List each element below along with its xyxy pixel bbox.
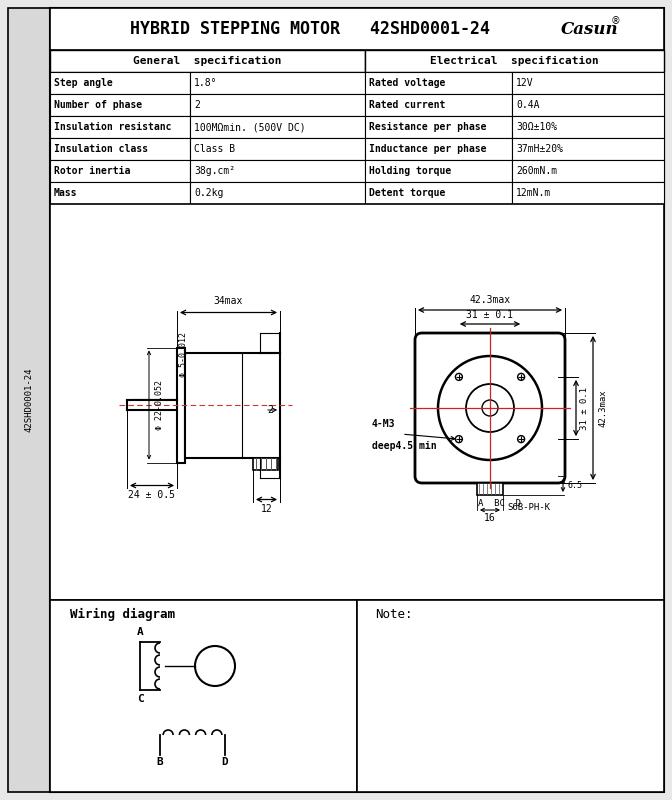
Bar bbox=[512, 94, 664, 116]
Bar bbox=[477, 483, 503, 495]
Bar bbox=[50, 138, 190, 160]
Text: 24 ± 0.5: 24 ± 0.5 bbox=[128, 490, 175, 501]
Text: 2: 2 bbox=[194, 100, 200, 110]
Text: 30Ω±10%: 30Ω±10% bbox=[516, 122, 557, 132]
Text: 0.2kg: 0.2kg bbox=[194, 188, 223, 198]
Text: ®: ® bbox=[611, 16, 621, 26]
Bar bbox=[50, 600, 357, 792]
Text: Φ 22-0.052: Φ 22-0.052 bbox=[155, 380, 163, 430]
Text: Detent torque: Detent torque bbox=[369, 188, 446, 198]
Bar bbox=[190, 72, 365, 94]
Bar bbox=[357, 600, 664, 792]
Bar bbox=[185, 353, 280, 458]
Bar bbox=[177, 347, 185, 462]
Bar bbox=[190, 94, 365, 116]
Bar bbox=[365, 138, 512, 160]
Bar bbox=[50, 50, 365, 72]
Bar bbox=[190, 116, 365, 138]
Text: 42SHD0001-24: 42SHD0001-24 bbox=[24, 368, 34, 432]
Bar bbox=[50, 94, 190, 116]
Bar bbox=[365, 94, 512, 116]
Text: 34max: 34max bbox=[214, 297, 243, 306]
Text: Number of phase: Number of phase bbox=[54, 100, 142, 110]
Text: B: B bbox=[157, 757, 163, 767]
Bar bbox=[50, 116, 190, 138]
Text: HYBRID STEPPING MOTOR   42SHD0001-24: HYBRID STEPPING MOTOR 42SHD0001-24 bbox=[130, 20, 490, 38]
Bar bbox=[365, 72, 512, 94]
Text: Rotor inertia: Rotor inertia bbox=[54, 166, 130, 176]
Text: Insulation resistanc: Insulation resistanc bbox=[54, 122, 171, 132]
Text: Step angle: Step angle bbox=[54, 78, 113, 88]
Text: Class B: Class B bbox=[194, 144, 235, 154]
Text: 1.8°: 1.8° bbox=[194, 78, 218, 88]
Bar bbox=[50, 72, 190, 94]
Text: 42.3max: 42.3max bbox=[470, 295, 511, 305]
Text: 260mN.m: 260mN.m bbox=[516, 166, 557, 176]
Text: 4-M3: 4-M3 bbox=[372, 419, 396, 429]
Bar bbox=[8, 8, 50, 792]
Bar bbox=[365, 160, 512, 182]
Bar bbox=[50, 8, 664, 50]
Text: 12V: 12V bbox=[516, 78, 534, 88]
Bar bbox=[512, 72, 664, 94]
Text: Rated current: Rated current bbox=[369, 100, 446, 110]
Bar bbox=[190, 160, 365, 182]
Bar bbox=[512, 116, 664, 138]
Bar bbox=[50, 160, 190, 182]
Bar bbox=[190, 182, 365, 204]
Text: 37mH±20%: 37mH±20% bbox=[516, 144, 563, 154]
Text: 12: 12 bbox=[261, 505, 272, 514]
Text: Rated voltage: Rated voltage bbox=[369, 78, 446, 88]
Text: 12mN.m: 12mN.m bbox=[516, 188, 551, 198]
Text: 16: 16 bbox=[484, 513, 496, 523]
Text: A  BC  D: A BC D bbox=[478, 499, 521, 508]
Text: Wiring diagram: Wiring diagram bbox=[70, 608, 175, 621]
Text: Insulation class: Insulation class bbox=[54, 144, 148, 154]
Text: Casun: Casun bbox=[561, 21, 619, 38]
Bar bbox=[512, 138, 664, 160]
Text: Holding torque: Holding torque bbox=[369, 166, 452, 176]
Text: Inductance per phase: Inductance per phase bbox=[369, 144, 487, 154]
Text: C: C bbox=[136, 694, 143, 704]
Text: 31 ± 0.1: 31 ± 0.1 bbox=[466, 310, 513, 320]
Bar bbox=[365, 116, 512, 138]
Text: 0.4A: 0.4A bbox=[516, 100, 540, 110]
Bar bbox=[190, 138, 365, 160]
Text: Resistance per phase: Resistance per phase bbox=[369, 122, 487, 132]
Text: 42.3max: 42.3max bbox=[599, 389, 608, 427]
Text: deep4.5 min: deep4.5 min bbox=[372, 441, 437, 451]
Text: D: D bbox=[222, 757, 228, 767]
Text: Electrical  specification: Electrical specification bbox=[430, 56, 599, 66]
Text: Mass: Mass bbox=[54, 188, 77, 198]
Text: 31 ± 0.1: 31 ± 0.1 bbox=[580, 386, 589, 430]
Text: Note:: Note: bbox=[375, 608, 413, 621]
Text: 6.5: 6.5 bbox=[567, 481, 582, 490]
Text: Φ 5-0.012: Φ 5-0.012 bbox=[179, 332, 187, 377]
Bar bbox=[253, 458, 278, 470]
Text: General  specification: General specification bbox=[133, 56, 282, 66]
Bar bbox=[50, 182, 190, 204]
Bar bbox=[512, 160, 664, 182]
Bar bbox=[365, 182, 512, 204]
Bar bbox=[512, 182, 664, 204]
Text: A: A bbox=[136, 627, 143, 637]
FancyBboxPatch shape bbox=[415, 333, 565, 483]
Bar bbox=[50, 204, 664, 600]
Text: 100MΩmin. (500V DC): 100MΩmin. (500V DC) bbox=[194, 122, 306, 132]
Text: S6B-PH-K: S6B-PH-K bbox=[507, 503, 550, 513]
Text: 2: 2 bbox=[267, 405, 273, 415]
Text: 38g.cm²: 38g.cm² bbox=[194, 166, 235, 176]
Bar bbox=[365, 50, 664, 72]
